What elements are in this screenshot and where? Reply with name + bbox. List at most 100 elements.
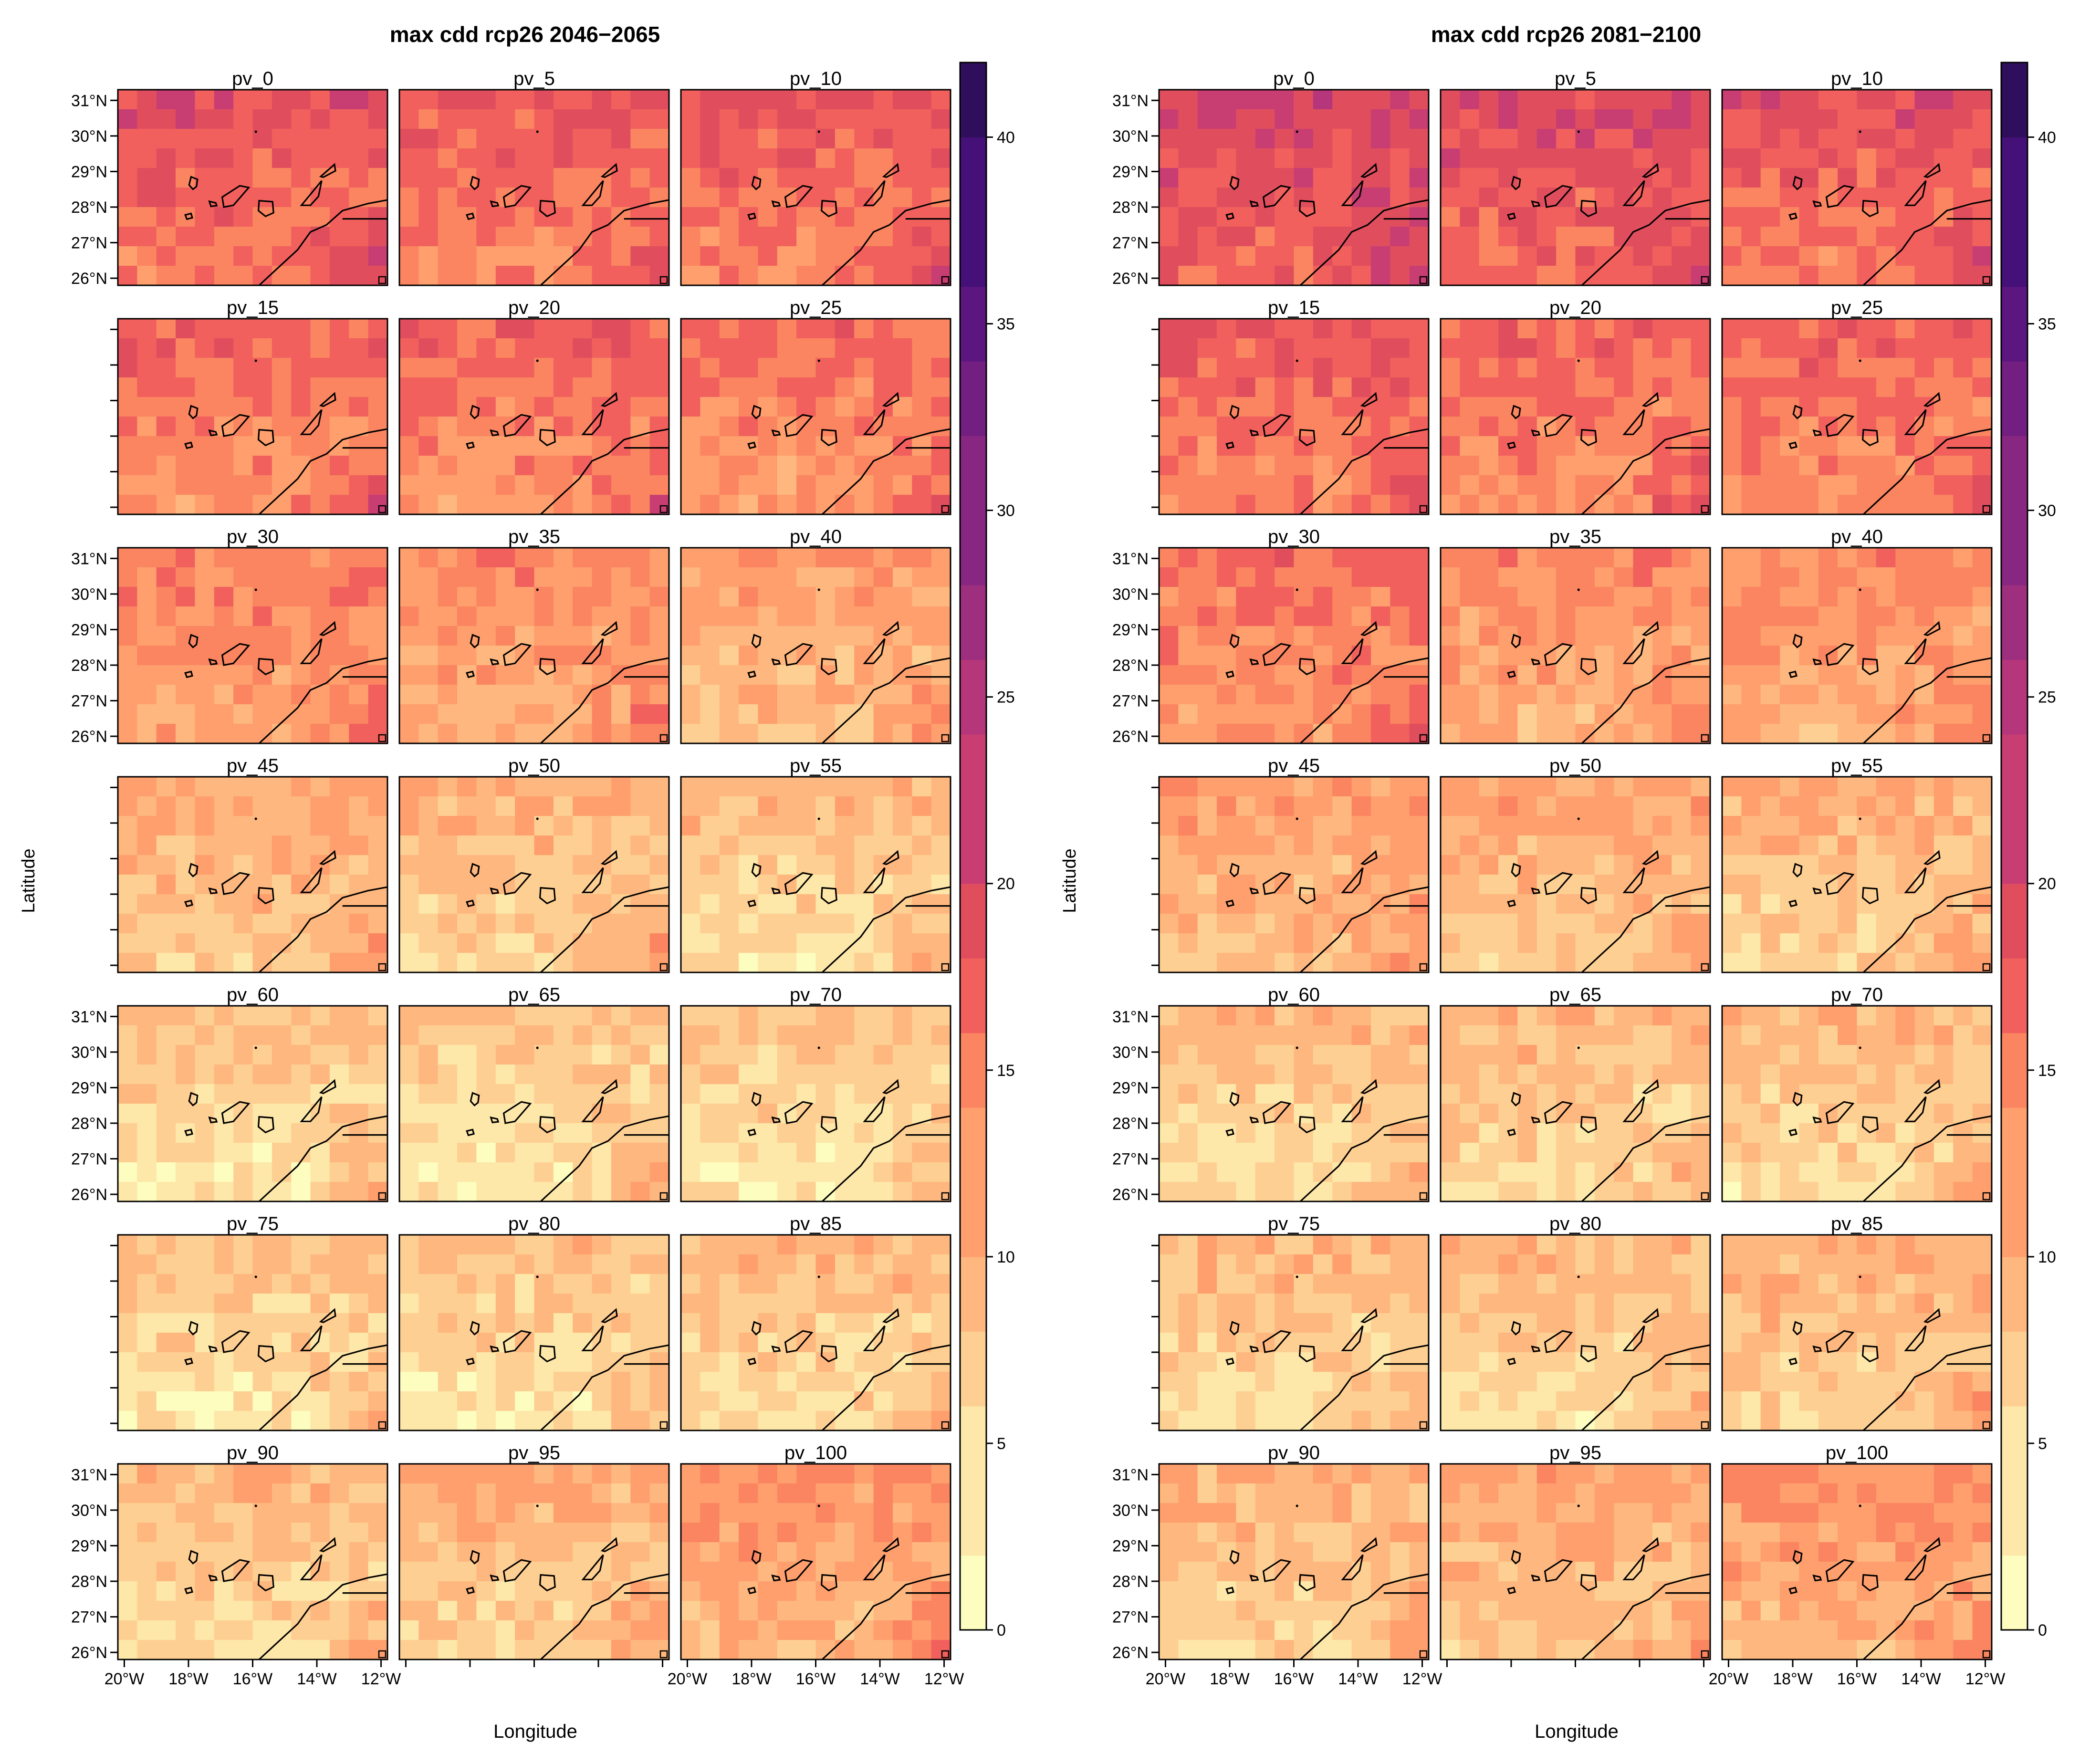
heat-cell: [1895, 495, 1915, 515]
heat-cell: [815, 665, 836, 685]
heat-cell: [349, 319, 369, 339]
heat-cell: [1818, 319, 1838, 339]
island-outline: [221, 643, 251, 666]
heat-cell: [815, 1464, 836, 1484]
heat-cell: [1294, 665, 1314, 685]
heat-cell: [592, 90, 612, 110]
island-outline: [1298, 658, 1316, 676]
heat-cell: [719, 953, 739, 973]
heat-cell: [176, 1601, 196, 1621]
corner-marker: [378, 1192, 387, 1200]
panel-frame: [1440, 547, 1711, 744]
heat-cell: [476, 548, 496, 568]
heat-cell: [630, 227, 650, 247]
heat-cell: [399, 1235, 419, 1255]
heat-cell: [137, 1411, 157, 1431]
heat-cell: [912, 914, 932, 934]
heat-cell: [1838, 475, 1858, 495]
heat-cell: [1972, 417, 1992, 437]
heat-cell: [1838, 626, 1858, 646]
heat-cell: [349, 1542, 369, 1562]
heat-cell: [835, 168, 855, 188]
heat-cell: [1953, 704, 1973, 724]
heat-cell: [1780, 246, 1800, 266]
heat-cell: [681, 1313, 700, 1333]
heat-cell: [758, 129, 778, 149]
heat-cell: [156, 168, 176, 188]
heat-cell: [252, 777, 272, 797]
heat-cell: [438, 1620, 458, 1640]
heat-cell: [418, 914, 439, 934]
island-outline: [257, 887, 274, 905]
island-outline: [1861, 658, 1879, 676]
heat-cell: [329, 266, 349, 286]
heat-cell: [495, 397, 515, 417]
heat-cell: [233, 1294, 253, 1314]
heat-cell: [931, 1123, 951, 1143]
heat-cell: [1536, 835, 1557, 856]
heat-cell: [1409, 646, 1429, 666]
heat-cell: [796, 1601, 816, 1621]
heat-cell: [1255, 548, 1275, 568]
heat-cell: [515, 338, 535, 358]
heat-cell: [1895, 475, 1915, 495]
heat-cell: [176, 777, 196, 797]
heat-cell: [758, 207, 778, 227]
heat-cell: [739, 148, 759, 168]
heat-cell: [681, 1372, 700, 1392]
x-tick-label: 20°W: [668, 1670, 708, 1688]
heat-cell: [1895, 168, 1915, 188]
heat-cell: [349, 227, 369, 247]
heat-cell: [515, 1333, 535, 1353]
heat-cell: [681, 417, 700, 437]
heat-cell: [329, 495, 349, 515]
heat-cell: [815, 1006, 836, 1026]
heat-cell: [1517, 188, 1537, 208]
heat-cell: [1479, 777, 1499, 797]
heat-cell: [438, 1391, 458, 1411]
heat-cell: [1217, 377, 1237, 397]
island-outline: [751, 1321, 762, 1336]
heat-cell: [630, 1123, 650, 1143]
heat-cell: [1575, 855, 1595, 875]
heat-cell: [758, 90, 778, 110]
y-tick-label: 29°N: [71, 163, 107, 181]
heat-cell: [1633, 475, 1653, 495]
heat-cell: [835, 704, 855, 724]
heat-cell: [892, 1411, 912, 1431]
heat-cell: [739, 338, 759, 358]
islet-dot: [254, 817, 257, 820]
heat-cell: [291, 724, 311, 744]
heat-cell: [137, 227, 157, 247]
heat-cell: [329, 1542, 349, 1562]
heat-cell: [476, 1254, 496, 1274]
heat-cell: [176, 1294, 196, 1314]
heat-cell: [310, 109, 330, 129]
island-outline: [1923, 163, 1941, 178]
heat-cell: [1876, 129, 1896, 149]
heat-cell: [1159, 109, 1179, 129]
heat-cell: [1818, 606, 1838, 626]
heat-cell: [118, 338, 137, 358]
island-outline: [751, 1550, 762, 1565]
heat-cell: [873, 1464, 893, 1484]
heat-cell: [515, 835, 535, 856]
heat-cell: [1197, 129, 1217, 149]
heat-cell: [329, 685, 349, 705]
heat-cell: [1197, 377, 1217, 397]
heat-cell: [156, 953, 176, 973]
heat-cell: [1275, 894, 1295, 914]
heat-cell: [534, 148, 554, 168]
heat-cell: [1741, 456, 1761, 476]
island-outline: [539, 658, 556, 676]
heat-cell: [272, 933, 292, 953]
heat-cell: [1197, 587, 1217, 607]
island-outline: [539, 428, 556, 447]
heat-cell: [418, 266, 439, 286]
heat-cell: [476, 796, 496, 816]
heat-cell: [553, 835, 573, 856]
heat-cell: [310, 587, 330, 607]
heat-cell: [118, 816, 137, 836]
heat-cell: [1594, 567, 1614, 587]
heat-cell: [892, 1601, 912, 1621]
